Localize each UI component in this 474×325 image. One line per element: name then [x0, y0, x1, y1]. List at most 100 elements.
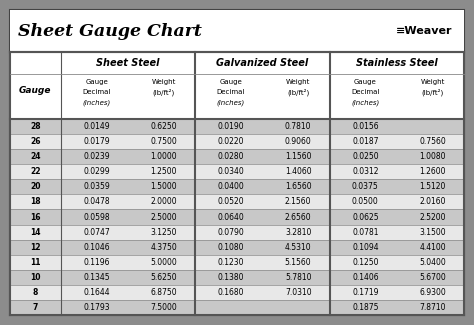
- Bar: [10, 210, 464, 225]
- Bar: [10, 149, 464, 164]
- Text: 2.5200: 2.5200: [419, 213, 446, 222]
- Text: 0.0478: 0.0478: [83, 198, 110, 206]
- Text: Weight: Weight: [420, 79, 445, 84]
- Text: 6.8750: 6.8750: [150, 288, 177, 297]
- Text: 10: 10: [30, 273, 41, 282]
- Text: 5.0000: 5.0000: [150, 258, 177, 267]
- Text: 0.9060: 0.9060: [285, 137, 311, 146]
- Text: 26: 26: [30, 137, 41, 146]
- Text: 0.0156: 0.0156: [352, 122, 379, 131]
- Text: 0.1793: 0.1793: [83, 303, 110, 312]
- Text: Weight: Weight: [152, 79, 176, 84]
- Text: 4.3750: 4.3750: [150, 243, 177, 252]
- Text: 5.0400: 5.0400: [419, 258, 446, 267]
- Text: 11: 11: [30, 258, 41, 267]
- Text: 3.2810: 3.2810: [285, 227, 311, 237]
- Text: 0.0520: 0.0520: [218, 198, 244, 206]
- Text: Gauge: Gauge: [19, 86, 52, 96]
- Text: 0.0400: 0.0400: [218, 182, 244, 191]
- Text: Sheet Gauge Chart: Sheet Gauge Chart: [18, 22, 202, 40]
- Text: 1.0080: 1.0080: [419, 152, 446, 161]
- Bar: [10, 119, 464, 134]
- Text: 2.0160: 2.0160: [419, 198, 446, 206]
- Text: 0.0640: 0.0640: [218, 213, 244, 222]
- Bar: [10, 255, 464, 270]
- Text: 0.1345: 0.1345: [83, 273, 110, 282]
- Text: Decimal: Decimal: [217, 89, 245, 95]
- Text: 0.0299: 0.0299: [83, 167, 110, 176]
- Text: 0.1094: 0.1094: [352, 243, 379, 252]
- Text: 4.4100: 4.4100: [419, 243, 446, 252]
- Text: (lb/ft²): (lb/ft²): [153, 88, 175, 96]
- Text: 22: 22: [30, 167, 41, 176]
- Text: 5.6250: 5.6250: [150, 273, 177, 282]
- Text: 0.0220: 0.0220: [218, 137, 244, 146]
- Text: 0.0312: 0.0312: [352, 167, 379, 176]
- Bar: [10, 179, 464, 194]
- Text: 0.0598: 0.0598: [83, 213, 110, 222]
- Text: Decimal: Decimal: [351, 89, 380, 95]
- Text: 0.1644: 0.1644: [83, 288, 110, 297]
- Text: 4.5310: 4.5310: [285, 243, 311, 252]
- Text: 0.7560: 0.7560: [419, 137, 446, 146]
- Text: 1.2600: 1.2600: [419, 167, 446, 176]
- Text: (lb/ft²): (lb/ft²): [421, 88, 444, 96]
- Text: 1.4060: 1.4060: [285, 167, 311, 176]
- Bar: [10, 300, 464, 315]
- Text: 0.0375: 0.0375: [352, 182, 379, 191]
- Text: 5.7810: 5.7810: [285, 273, 311, 282]
- Text: 16: 16: [30, 213, 41, 222]
- Text: 6.9300: 6.9300: [419, 288, 446, 297]
- Text: 0.0187: 0.0187: [352, 137, 379, 146]
- Bar: [10, 52, 464, 119]
- Text: 0.1380: 0.1380: [218, 273, 244, 282]
- Text: 2.5000: 2.5000: [150, 213, 177, 222]
- Text: 0.0190: 0.0190: [218, 122, 244, 131]
- Text: 0.1875: 0.1875: [352, 303, 379, 312]
- Text: 1.5120: 1.5120: [419, 182, 446, 191]
- Text: (inches): (inches): [351, 100, 380, 106]
- Text: Gauge: Gauge: [85, 79, 108, 84]
- Text: 0.0790: 0.0790: [218, 227, 244, 237]
- Text: 0.0625: 0.0625: [352, 213, 379, 222]
- Text: Weight: Weight: [286, 79, 310, 84]
- Text: Gauge: Gauge: [354, 79, 377, 84]
- Text: Gauge: Gauge: [219, 79, 242, 84]
- Text: (inches): (inches): [217, 100, 245, 106]
- Text: 1.0000: 1.0000: [150, 152, 177, 161]
- Text: 3.1250: 3.1250: [151, 227, 177, 237]
- Text: 0.0340: 0.0340: [218, 167, 244, 176]
- Text: 0.1196: 0.1196: [83, 258, 110, 267]
- Text: 18: 18: [30, 198, 41, 206]
- Text: 0.1406: 0.1406: [352, 273, 379, 282]
- Text: 0.1080: 0.1080: [218, 243, 244, 252]
- Text: 28: 28: [30, 122, 41, 131]
- Text: 0.1046: 0.1046: [83, 243, 110, 252]
- Bar: [10, 134, 464, 149]
- Bar: [10, 194, 464, 210]
- Text: 1.5000: 1.5000: [150, 182, 177, 191]
- Text: 7: 7: [33, 303, 38, 312]
- Text: 1.6560: 1.6560: [285, 182, 311, 191]
- Bar: [10, 164, 464, 179]
- Text: 3.1500: 3.1500: [419, 227, 446, 237]
- Text: 0.6250: 0.6250: [150, 122, 177, 131]
- Text: (lb/ft²): (lb/ft²): [287, 88, 310, 96]
- Text: Stainless Steel: Stainless Steel: [356, 58, 438, 68]
- Text: 0.0250: 0.0250: [352, 152, 379, 161]
- Text: Sheet Steel: Sheet Steel: [96, 58, 160, 68]
- Text: 2.0000: 2.0000: [150, 198, 177, 206]
- Bar: [10, 10, 464, 52]
- Text: 0.0781: 0.0781: [352, 227, 379, 237]
- Text: 0.1230: 0.1230: [218, 258, 244, 267]
- Text: 8: 8: [33, 288, 38, 297]
- Text: 0.0500: 0.0500: [352, 198, 379, 206]
- Text: 1.1560: 1.1560: [285, 152, 311, 161]
- Text: 0.1680: 0.1680: [218, 288, 244, 297]
- Text: 2.6560: 2.6560: [285, 213, 311, 222]
- Text: 7.8710: 7.8710: [419, 303, 446, 312]
- Text: 0.0280: 0.0280: [218, 152, 244, 161]
- Bar: [10, 270, 464, 285]
- Text: 0.0179: 0.0179: [83, 137, 110, 146]
- Text: 0.0239: 0.0239: [83, 152, 110, 161]
